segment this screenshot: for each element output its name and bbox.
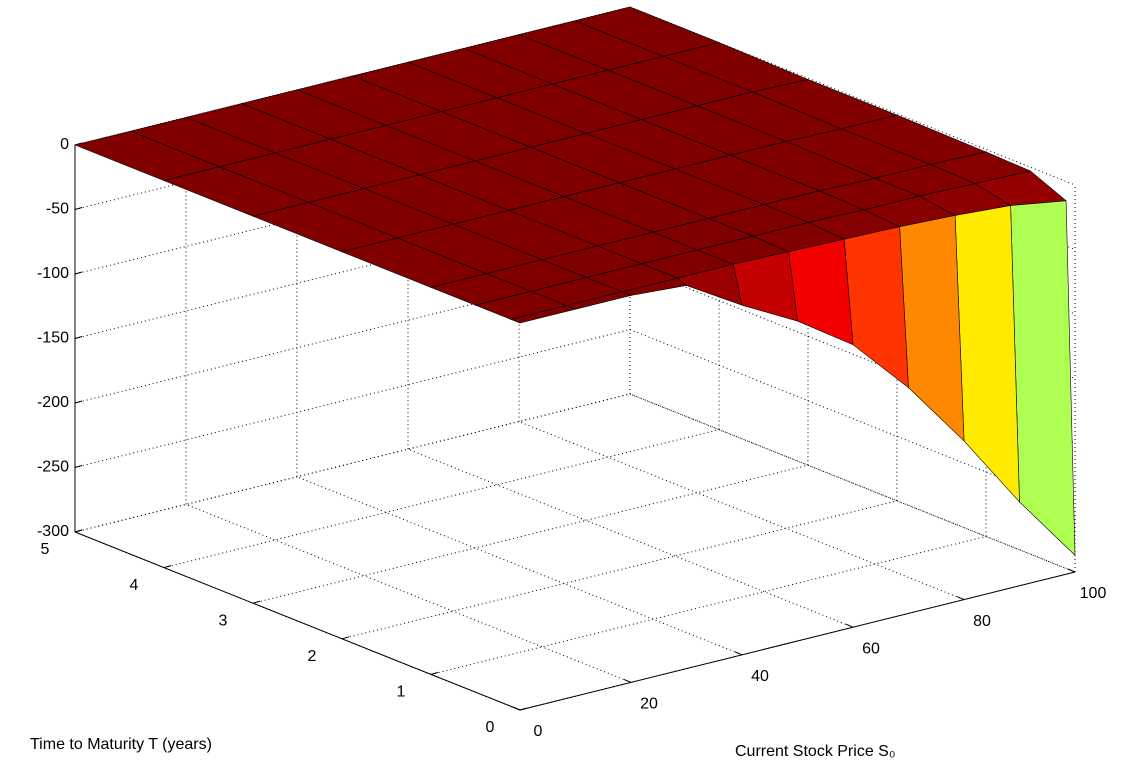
y-tick: [252, 600, 261, 604]
x-tick: [512, 706, 521, 711]
y-tick: [74, 529, 83, 533]
z-tick-label: -300: [37, 523, 69, 540]
x-tick-label: 20: [640, 696, 658, 713]
x-tick-label: 80: [973, 613, 991, 630]
y-tick: [519, 707, 528, 711]
grid-line: [74, 393, 631, 533]
y-axis: [74, 531, 521, 711]
grid-line: [252, 464, 809, 604]
y-tick: [341, 636, 350, 640]
y-tick-label: 5: [41, 541, 50, 558]
z-tick-label: -250: [37, 459, 69, 476]
z-tick: [74, 271, 83, 275]
z-tick: [74, 336, 83, 339]
z-tick-label: -100: [37, 265, 69, 282]
y-tick-label: 1: [397, 684, 406, 701]
y-tick: [163, 565, 172, 569]
y-tick-label: 0: [486, 719, 495, 736]
x-axis-label: Current Stock Price S₀: [735, 743, 895, 760]
z-tick: [74, 207, 83, 210]
z-tick: [74, 465, 83, 468]
y-tick: [430, 671, 439, 675]
surface-face: [510, 305, 577, 324]
grid-line: [341, 500, 898, 640]
y-axis-label: Time to Maturity T (years): [30, 736, 212, 753]
grid-line: [430, 535, 987, 675]
x-tick-label: 60: [862, 640, 880, 657]
x-tick-label: 0: [534, 723, 543, 740]
y-tick-label: 4: [130, 577, 139, 594]
x-tick: [845, 623, 854, 628]
y-tick-label: 3: [219, 612, 228, 629]
x-tick: [734, 651, 743, 656]
z-tick-label: 0: [60, 136, 69, 153]
x-tick: [956, 596, 965, 601]
surface-face: [1010, 200, 1076, 556]
x-tick-label: 100: [1080, 585, 1107, 602]
grid-line: [74, 329, 631, 468]
grid-line: [163, 429, 720, 569]
x-tick: [623, 678, 632, 683]
z-tick: [74, 400, 83, 404]
x-axis: [519, 571, 1076, 711]
z-tick-label: -150: [37, 330, 69, 347]
x-tick-label: 40: [751, 668, 769, 685]
x-tick: [1067, 568, 1076, 573]
z-tick-label: -50: [46, 201, 69, 218]
z-tick-label: -200: [37, 394, 69, 411]
y-tick-label: 2: [308, 648, 317, 665]
